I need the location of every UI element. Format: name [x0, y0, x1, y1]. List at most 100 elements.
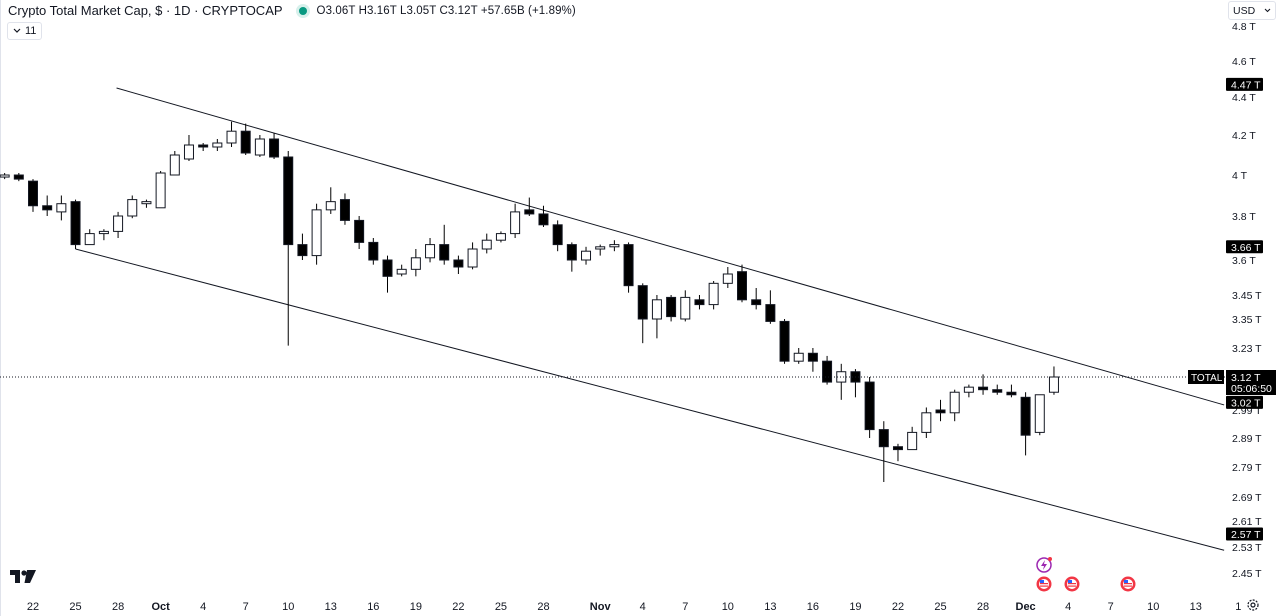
chart-header: Crypto Total Market Cap, $ · 1D · CRYPTO… [8, 3, 576, 18]
candle-body-down [339, 199, 350, 221]
price-badge [1226, 395, 1263, 409]
time-tick-label: Dec [1016, 601, 1036, 613]
candle-body-up [963, 386, 974, 393]
candle-body-up [98, 230, 109, 235]
candle-body-down [297, 244, 308, 257]
candle-body-down [283, 156, 294, 246]
candle-body-down [978, 386, 989, 391]
us-flag-icon [1064, 576, 1080, 592]
candle-body-up [84, 233, 95, 246]
time-tick-label: 25 [495, 601, 507, 613]
candle-body-up [425, 244, 436, 259]
candle-body-up [793, 352, 804, 362]
time-tick-label: 4 [200, 601, 206, 613]
candle [609, 240, 620, 252]
time-tick-label: 10 [282, 601, 294, 613]
price-tick-label: 2.61 T [1232, 516, 1262, 528]
gear-icon[interactable] [1246, 598, 1260, 612]
candle [779, 319, 790, 364]
candle [524, 197, 535, 216]
time-tick-label: 16 [807, 601, 819, 613]
price-tick-label: 2.89 T [1232, 433, 1262, 445]
candle [495, 231, 506, 243]
time-tick-label: 19 [849, 601, 861, 613]
price-badge-label: 4.47 T [1231, 79, 1261, 91]
time-tick-label: 28 [112, 601, 124, 613]
candle-body-down [382, 259, 393, 277]
ohlc-readout: O3.06T H3.16T L3.05T C3.12T +57.65B (+1.… [316, 4, 576, 17]
us-flag-icon-stripe [1124, 585, 1132, 587]
indicators-toggle-button[interactable]: 11 [7, 22, 43, 40]
candle [765, 290, 776, 324]
candle [42, 195, 53, 216]
candle-body-up [1048, 376, 1059, 393]
candle-body-up [155, 172, 166, 209]
candle [637, 283, 648, 344]
candle-body-down [935, 409, 946, 414]
candle [581, 246, 592, 265]
candle-body-down [269, 138, 280, 158]
time-tick-label: 1 [1235, 601, 1241, 613]
time-tick-label: 22 [892, 601, 904, 613]
currency-select[interactable]: USD [1228, 1, 1276, 20]
time-tick-label: 22 [27, 601, 39, 613]
time-tick-label: 25 [934, 601, 946, 613]
price-badge-label: 2.57 T [1231, 529, 1261, 541]
tradingview-logo-icon[interactable] [10, 570, 36, 584]
time-tick-label: 4 [640, 601, 646, 613]
us-flag-icon [1036, 576, 1052, 592]
candle-body-up [949, 391, 960, 414]
candle-body-up [467, 248, 478, 268]
currency-label: USD [1233, 4, 1256, 17]
candle [978, 374, 989, 395]
time-tick-label: 7 [1108, 601, 1114, 613]
us-flag-icon-canton [1068, 580, 1072, 583]
candle [254, 135, 265, 157]
candle-body-down [1006, 391, 1017, 396]
candle-body-up [708, 282, 719, 306]
price-axis[interactable]: 4.8 T 4.6 T 4.4 T 4.2 T 4 T 3.8 T 3.6 T 3.45 T 3… [1188, 21, 1276, 580]
candle [751, 288, 762, 310]
candle [98, 229, 109, 241]
time-tick-label: 10 [722, 601, 734, 613]
candle-body-up [581, 250, 592, 261]
bar-countdown-label: 05:06:50 [1231, 383, 1272, 395]
candle [368, 238, 379, 265]
candle-body-down [524, 209, 535, 215]
candle [538, 205, 549, 227]
candle [339, 193, 350, 225]
time-tick-label: 22 [452, 601, 464, 613]
candle-body-down [765, 304, 776, 322]
price-tick-label: 3.35 T [1232, 314, 1262, 326]
candle [354, 216, 365, 249]
chevron-down-icon [13, 28, 21, 33]
candle [566, 242, 577, 272]
candle [680, 290, 691, 322]
us-flag-icon-stripe [1124, 583, 1132, 585]
symbol-badge-label: TOTAL [1191, 373, 1223, 384]
candle [198, 143, 209, 151]
time-axis[interactable]: 22 25 28 Oct 4 7 10 13 16 19 22 25 28 Nov 4 7 10 13 16 19 22… [27, 601, 1241, 613]
candle-body-down [42, 205, 53, 211]
price-tick-label: 2.69 T [1232, 492, 1262, 504]
candle [425, 238, 436, 263]
candle [439, 224, 450, 265]
candle [283, 151, 294, 346]
candle-body-up [651, 299, 662, 320]
candle-body-up [183, 144, 194, 160]
candle-body-up [396, 268, 407, 275]
trendlines [75, 87, 1225, 551]
candle-body-down [70, 201, 81, 246]
symbol-title[interactable]: Crypto Total Market Cap, $ · 1D · CRYPTO… [8, 3, 283, 18]
time-tick-label: 13 [1190, 601, 1202, 613]
candle [510, 203, 521, 238]
candle [651, 295, 662, 339]
candle-body-down [737, 271, 747, 301]
price-badge [1226, 240, 1263, 254]
candle-body-up [325, 201, 336, 211]
candle [595, 244, 606, 256]
notification-dot [1048, 557, 1052, 561]
indicators-count: 11 [25, 25, 37, 37]
us-flag-icon-canton [1040, 580, 1044, 583]
